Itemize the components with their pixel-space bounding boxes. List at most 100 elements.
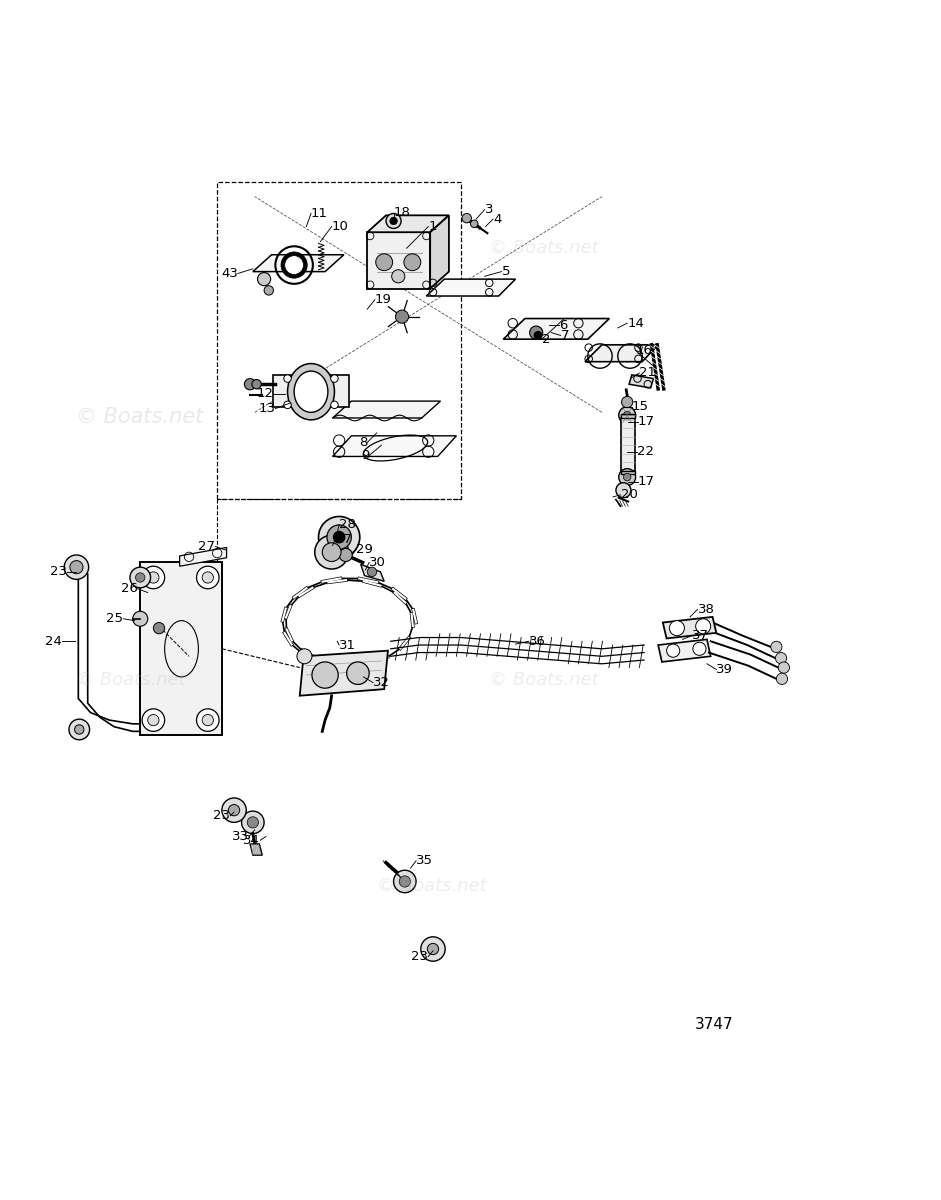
Circle shape [133, 611, 148, 626]
Polygon shape [274, 374, 348, 407]
Circle shape [534, 331, 542, 340]
Circle shape [669, 620, 684, 636]
Text: 33: 33 [232, 830, 249, 842]
Circle shape [622, 396, 632, 408]
Circle shape [202, 714, 214, 726]
Circle shape [136, 572, 145, 582]
Circle shape [470, 220, 478, 228]
Circle shape [333, 532, 344, 542]
Polygon shape [367, 215, 449, 233]
Text: © Boats.net: © Boats.net [76, 407, 203, 427]
Circle shape [330, 374, 338, 383]
Polygon shape [621, 470, 634, 474]
Polygon shape [621, 418, 634, 470]
Polygon shape [140, 563, 222, 736]
Text: 23: 23 [214, 809, 231, 822]
Text: 15: 15 [631, 401, 649, 413]
Text: 11: 11 [311, 206, 328, 220]
Circle shape [153, 623, 165, 634]
Circle shape [322, 542, 341, 562]
Circle shape [247, 817, 259, 828]
Circle shape [404, 253, 421, 271]
Circle shape [330, 401, 338, 409]
Circle shape [391, 270, 405, 283]
Text: 18: 18 [393, 206, 410, 220]
Text: 34: 34 [244, 834, 261, 847]
Text: 17: 17 [637, 475, 655, 488]
Text: 16: 16 [635, 344, 652, 356]
Text: 27: 27 [335, 533, 352, 546]
Text: 39: 39 [716, 662, 733, 676]
Text: 6: 6 [559, 319, 567, 331]
Text: © Boats.net: © Boats.net [489, 671, 599, 689]
Circle shape [285, 256, 304, 275]
Text: 26: 26 [120, 582, 137, 595]
Circle shape [284, 374, 292, 383]
Polygon shape [430, 215, 449, 288]
Circle shape [197, 709, 219, 731]
Circle shape [530, 326, 543, 340]
Circle shape [142, 709, 165, 731]
Text: 3747: 3747 [695, 1016, 734, 1032]
Circle shape [197, 566, 219, 589]
Circle shape [619, 469, 635, 486]
Text: 23: 23 [50, 565, 67, 578]
Ellipse shape [288, 364, 334, 420]
Polygon shape [332, 401, 440, 418]
Polygon shape [630, 374, 653, 388]
Circle shape [229, 804, 240, 816]
Text: 13: 13 [259, 402, 276, 415]
Circle shape [70, 560, 83, 574]
Circle shape [778, 662, 789, 673]
Text: 2: 2 [542, 332, 550, 346]
Circle shape [142, 566, 165, 589]
Text: 8: 8 [359, 436, 367, 449]
Circle shape [281, 252, 308, 278]
Circle shape [393, 870, 416, 893]
Text: 3: 3 [485, 203, 493, 216]
Text: 12: 12 [257, 388, 274, 400]
Text: 7: 7 [561, 329, 569, 342]
Text: 35: 35 [416, 854, 433, 868]
Text: 21: 21 [639, 366, 657, 379]
Text: 38: 38 [697, 602, 714, 616]
Polygon shape [367, 233, 430, 288]
Circle shape [148, 714, 159, 726]
Circle shape [421, 937, 445, 961]
Circle shape [616, 482, 630, 498]
Circle shape [74, 725, 84, 734]
Circle shape [64, 554, 88, 580]
Text: 27: 27 [199, 540, 215, 553]
Polygon shape [426, 280, 516, 296]
Circle shape [367, 568, 376, 576]
Circle shape [69, 719, 89, 739]
Text: 23: 23 [411, 950, 428, 964]
Text: 19: 19 [375, 293, 391, 306]
Polygon shape [585, 344, 658, 361]
Circle shape [148, 572, 159, 583]
Text: 31: 31 [339, 638, 356, 652]
Text: © Boats.net: © Boats.net [76, 671, 186, 689]
Circle shape [284, 401, 292, 409]
Circle shape [252, 379, 262, 389]
Circle shape [339, 548, 352, 562]
Text: 25: 25 [106, 612, 123, 625]
Text: 1: 1 [428, 220, 437, 233]
Text: 43: 43 [221, 266, 238, 280]
Circle shape [222, 798, 247, 822]
Text: 24: 24 [45, 635, 62, 648]
Circle shape [130, 568, 151, 588]
Polygon shape [503, 318, 610, 340]
Circle shape [399, 876, 410, 887]
Text: © Boats.net: © Boats.net [376, 877, 486, 895]
Ellipse shape [295, 371, 327, 413]
Circle shape [242, 811, 264, 834]
Text: © Boats.net: © Boats.net [489, 239, 599, 257]
Circle shape [771, 641, 782, 653]
Circle shape [395, 310, 408, 323]
Circle shape [775, 653, 787, 664]
Circle shape [346, 662, 369, 684]
Polygon shape [180, 547, 227, 566]
Circle shape [386, 214, 401, 228]
Circle shape [314, 535, 348, 569]
